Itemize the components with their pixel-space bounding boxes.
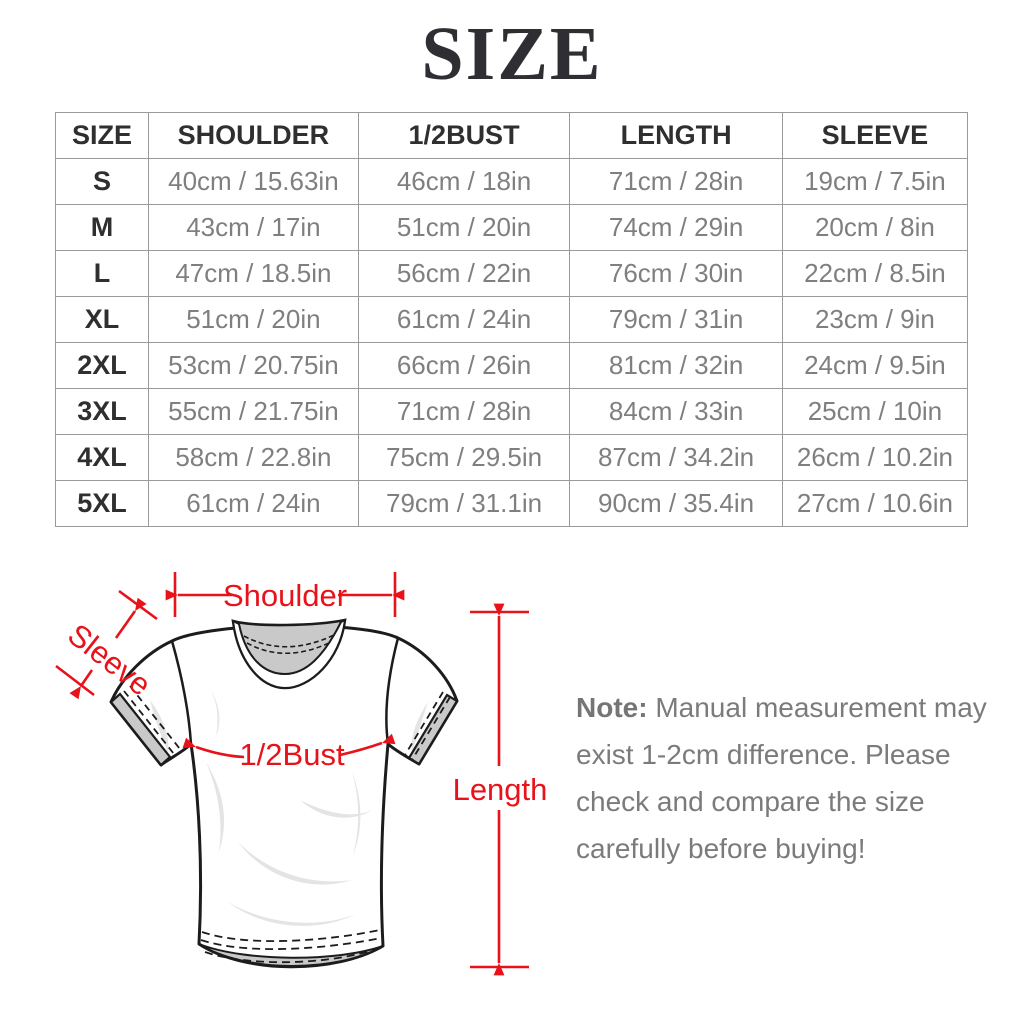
col-header-size: SIZE xyxy=(54,112,150,159)
sleeve-value: 23cm / 9in xyxy=(781,296,969,343)
note-label: Note: xyxy=(576,692,648,723)
size-cell: XL xyxy=(54,296,150,343)
length-value: 81cm / 32in xyxy=(569,342,783,389)
size-table: SIZE SHOULDER 1/2BUST LENGTH SLEEVE S 40… xyxy=(54,112,969,527)
table-row-xl: XL 51cm / 20in 61cm / 24in 79cm / 31in 2… xyxy=(54,296,969,343)
tshirt-measurement-diagram: Shoulder Sleeve 1/2Bust Length xyxy=(55,572,548,976)
sleeve-value: 20cm / 8in xyxy=(781,204,969,251)
sleeve-arrow-bottom xyxy=(69,669,94,700)
sleeve-value: 24cm / 9.5in xyxy=(781,342,969,389)
bust-value: 61cm / 24in xyxy=(357,296,571,343)
col-header-shoulder: SHOULDER xyxy=(148,112,359,159)
bust-label: 1/2Bust xyxy=(239,737,345,772)
shoulder-value: 61cm / 24in xyxy=(148,480,359,527)
bust-value: 79cm / 31.1in xyxy=(357,480,571,527)
bust-arrow-right xyxy=(339,733,396,757)
sleeve-band-left xyxy=(109,692,172,767)
note-line-4: carefully before buying! xyxy=(576,833,866,864)
size-cell: 3XL xyxy=(54,388,150,435)
sleeve-band-right xyxy=(407,693,459,766)
sleeve-tick-bottom xyxy=(55,664,95,697)
sleeve-value: 26cm / 10.2in xyxy=(781,434,969,481)
length-annotation: Length xyxy=(453,603,548,976)
size-cell: M xyxy=(54,204,150,251)
bust-value: 66cm / 26in xyxy=(357,342,571,389)
table-row-l: L 47cm / 18.5in 56cm / 22in 76cm / 30in … xyxy=(54,250,969,297)
col-header-length: LENGTH xyxy=(569,112,783,159)
sleeve-arrow-top xyxy=(114,597,147,639)
table-row-3xl: 3XL 55cm / 21.75in 71cm / 28in 84cm / 33… xyxy=(54,388,969,435)
bust-value: 56cm / 22in xyxy=(357,250,571,297)
collar-rib xyxy=(231,618,347,690)
shoulder-value: 53cm / 20.75in xyxy=(148,342,359,389)
note-line-1: Note: Manual measurement may xyxy=(576,684,990,731)
sleeve-stitches-right xyxy=(404,691,451,761)
length-value: 87cm / 34.2in xyxy=(569,434,783,481)
bust-value: 51cm / 20in xyxy=(357,204,571,251)
shoulder-label: Shoulder xyxy=(223,578,347,613)
sleeve-value: 27cm / 10.6in xyxy=(781,480,969,527)
hem-stitches xyxy=(200,929,382,964)
bust-value: 71cm / 28in xyxy=(357,388,571,435)
size-cell: L xyxy=(54,250,150,297)
header-row: SIZE SHOULDER 1/2BUST LENGTH SLEEVE xyxy=(54,112,969,159)
length-value: 76cm / 30in xyxy=(569,250,783,297)
sleeve-tick-top xyxy=(118,589,158,621)
size-cell: 4XL xyxy=(54,434,150,481)
bust-annotation: 1/2Bust xyxy=(182,733,396,772)
table-row-2xl: 2XL 53cm / 20.75in 66cm / 26in 81cm / 32… xyxy=(54,342,969,389)
size-cell: 5XL xyxy=(54,480,150,527)
length-value: 90cm / 35.4in xyxy=(569,480,783,527)
shoulder-annotation: Shoulder xyxy=(165,572,405,617)
table-row-4xl: 4XL 58cm / 22.8in 75cm / 29.5in 87cm / 3… xyxy=(54,434,969,481)
length-value: 71cm / 28in xyxy=(569,158,783,205)
col-header-bust: 1/2BUST xyxy=(357,112,571,159)
size-cell: 2XL xyxy=(54,342,150,389)
length-value: 79cm / 31in xyxy=(569,296,783,343)
tshirt-illustration xyxy=(109,618,459,969)
sleeve-stitches-left xyxy=(123,685,181,755)
length-value: 84cm / 33in xyxy=(569,388,783,435)
shoulder-value: 55cm / 21.75in xyxy=(148,388,359,435)
table-row-5xl: 5XL 61cm / 24in 79cm / 31.1in 90cm / 35.… xyxy=(54,480,969,527)
wrinkle-shadows xyxy=(150,688,428,926)
note-line-2: exist 1-2cm difference. Please xyxy=(576,739,951,770)
table-row-m: M 43cm / 17in 51cm / 20in 74cm / 29in 20… xyxy=(54,204,969,251)
collar-stitching xyxy=(243,634,335,655)
shoulder-value: 40cm / 15.63in xyxy=(148,158,359,205)
table-row-s: S 40cm / 15.63in 46cm / 18in 71cm / 28in… xyxy=(54,158,969,205)
shoulder-value: 51cm / 20in xyxy=(148,296,359,343)
shoulder-value: 58cm / 22.8in xyxy=(148,434,359,481)
length-value: 74cm / 29in xyxy=(569,204,783,251)
sleeve-value: 22cm / 8.5in xyxy=(781,250,969,297)
size-cell: S xyxy=(54,158,150,205)
length-label: Length xyxy=(453,772,548,807)
note-line-3: check and compare the size xyxy=(576,786,925,817)
sleeve-value: 19cm / 7.5in xyxy=(781,158,969,205)
bust-arrow-left xyxy=(182,737,245,759)
bust-value: 46cm / 18in xyxy=(357,158,571,205)
note-text: Manual measurement may xyxy=(647,692,987,723)
note-block: Note: Manual measurement may exist 1-2cm… xyxy=(576,684,990,872)
col-header-sleeve: SLEEVE xyxy=(781,112,969,159)
bust-value: 75cm / 29.5in xyxy=(357,434,571,481)
page-title: SIZE xyxy=(421,12,603,96)
sleeve-annotation: Sleeve xyxy=(55,589,158,703)
shoulder-value: 47cm / 18.5in xyxy=(148,250,359,297)
sleeve-value: 25cm / 10in xyxy=(781,388,969,435)
shoulder-value: 43cm / 17in xyxy=(148,204,359,251)
